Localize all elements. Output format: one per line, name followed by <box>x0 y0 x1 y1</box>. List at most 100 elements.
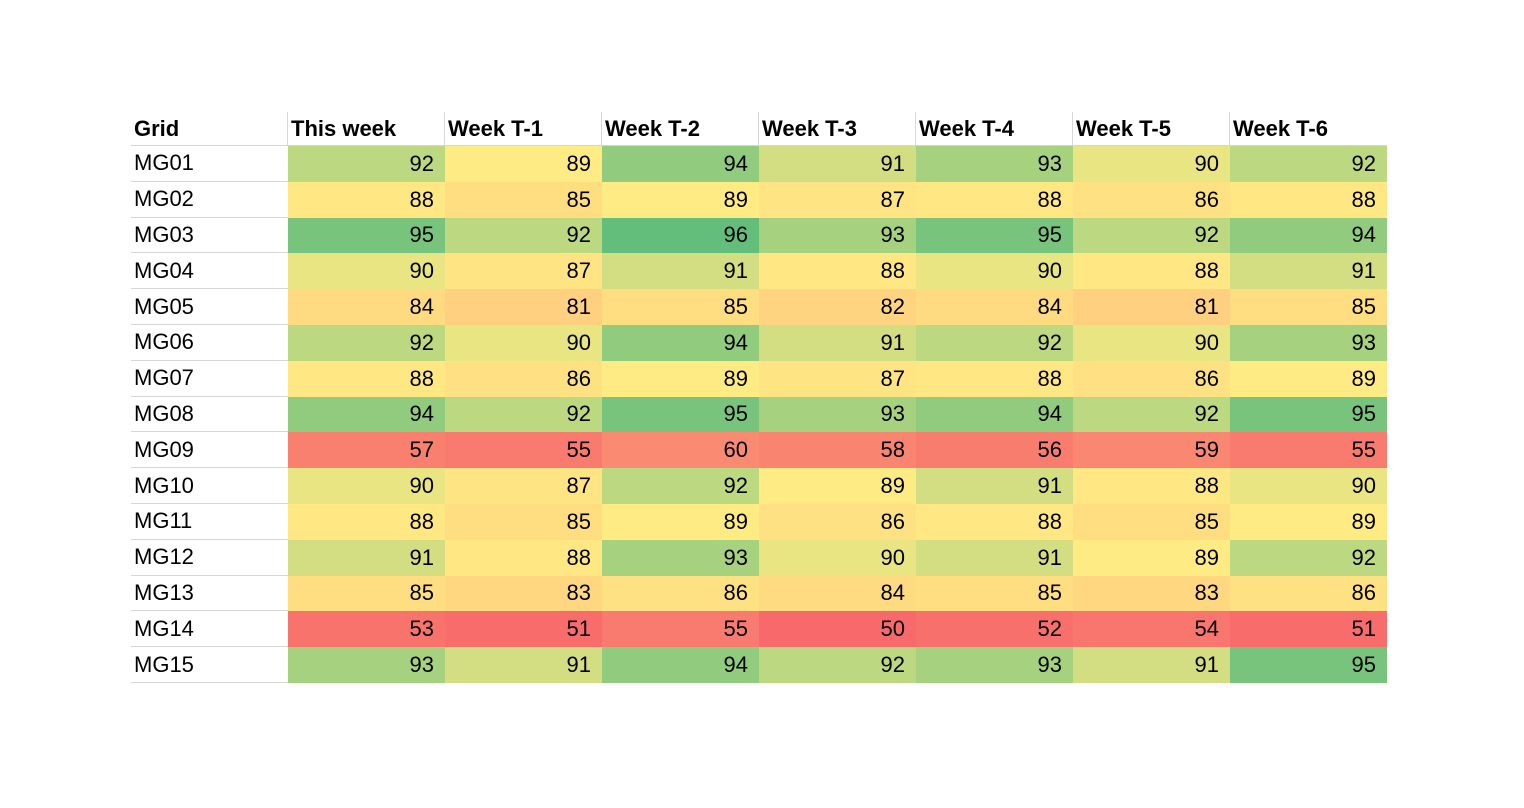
heatmap-cell-mg12-week-t-2[interactable]: 93 <box>602 539 759 576</box>
heatmap-cell-mg12-week-t-6[interactable]: 92 <box>1230 539 1387 576</box>
heatmap-cell-mg12-week-t-5[interactable]: 89 <box>1073 539 1230 576</box>
heatmap-cell-mg04-week-t-2[interactable]: 91 <box>602 253 759 290</box>
heatmap-cell-mg07-week-t-6[interactable]: 89 <box>1230 360 1387 397</box>
heatmap-cell-mg06-week-t-4[interactable]: 92 <box>916 324 1073 361</box>
heatmap-cell-mg01-week-t-2[interactable]: 94 <box>602 146 759 182</box>
column-header-week-t-2[interactable]: Week T-2 <box>602 112 759 146</box>
heatmap-cell-mg09-week-t-5[interactable]: 59 <box>1073 432 1230 469</box>
heatmap-cell-mg06-this-week[interactable]: 92 <box>288 324 445 361</box>
heatmap-cell-mg10-week-t-5[interactable]: 88 <box>1073 468 1230 504</box>
heatmap-cell-mg10-this-week[interactable]: 90 <box>288 468 445 504</box>
heatmap-cell-mg15-week-t-1[interactable]: 91 <box>445 647 602 683</box>
heatmap-cell-mg03-this-week[interactable]: 95 <box>288 217 445 254</box>
heatmap-cell-mg08-week-t-1[interactable]: 92 <box>445 396 602 433</box>
heatmap-cell-mg14-week-t-1[interactable]: 51 <box>445 611 602 648</box>
row-label-mg08[interactable]: MG08 <box>131 396 288 433</box>
heatmap-cell-mg10-week-t-1[interactable]: 87 <box>445 468 602 504</box>
heatmap-cell-mg11-this-week[interactable]: 88 <box>288 503 445 540</box>
heatmap-cell-mg02-week-t-1[interactable]: 85 <box>445 181 602 218</box>
heatmap-cell-mg15-this-week[interactable]: 93 <box>288 647 445 683</box>
row-label-mg12[interactable]: MG12 <box>131 539 288 576</box>
heatmap-cell-mg08-this-week[interactable]: 94 <box>288 396 445 433</box>
heatmap-cell-mg15-week-t-5[interactable]: 91 <box>1073 647 1230 683</box>
column-header-this-week[interactable]: This week <box>288 112 445 146</box>
heatmap-cell-mg07-this-week[interactable]: 88 <box>288 360 445 397</box>
heatmap-cell-mg05-week-t-4[interactable]: 84 <box>916 289 1073 325</box>
heatmap-cell-mg08-week-t-2[interactable]: 95 <box>602 396 759 433</box>
heatmap-cell-mg13-week-t-4[interactable]: 85 <box>916 575 1073 612</box>
row-label-mg07[interactable]: MG07 <box>131 360 288 397</box>
column-header-week-t-3[interactable]: Week T-3 <box>759 112 916 146</box>
heatmap-cell-mg15-week-t-2[interactable]: 94 <box>602 647 759 683</box>
heatmap-cell-mg05-week-t-2[interactable]: 85 <box>602 289 759 325</box>
heatmap-cell-mg02-week-t-6[interactable]: 88 <box>1230 181 1387 218</box>
heatmap-cell-mg01-week-t-3[interactable]: 91 <box>759 146 916 182</box>
heatmap-cell-mg01-week-t-6[interactable]: 92 <box>1230 146 1387 182</box>
heatmap-cell-mg15-week-t-4[interactable]: 93 <box>916 647 1073 683</box>
column-header-week-t-4[interactable]: Week T-4 <box>916 112 1073 146</box>
heatmap-cell-mg04-week-t-3[interactable]: 88 <box>759 253 916 290</box>
heatmap-cell-mg05-week-t-5[interactable]: 81 <box>1073 289 1230 325</box>
heatmap-cell-mg01-week-t-5[interactable]: 90 <box>1073 146 1230 182</box>
heatmap-cell-mg12-this-week[interactable]: 91 <box>288 539 445 576</box>
heatmap-cell-mg10-week-t-3[interactable]: 89 <box>759 468 916 504</box>
heatmap-cell-mg09-week-t-1[interactable]: 55 <box>445 432 602 469</box>
heatmap-cell-mg01-week-t-1[interactable]: 89 <box>445 146 602 182</box>
row-label-mg06[interactable]: MG06 <box>131 324 288 361</box>
heatmap-cell-mg11-week-t-2[interactable]: 89 <box>602 503 759 540</box>
heatmap-cell-mg01-this-week[interactable]: 92 <box>288 146 445 182</box>
heatmap-cell-mg02-week-t-3[interactable]: 87 <box>759 181 916 218</box>
heatmap-cell-mg08-week-t-4[interactable]: 94 <box>916 396 1073 433</box>
row-label-mg15[interactable]: MG15 <box>131 647 288 683</box>
heatmap-cell-mg06-week-t-1[interactable]: 90 <box>445 324 602 361</box>
heatmap-cell-mg03-week-t-4[interactable]: 95 <box>916 217 1073 254</box>
heatmap-cell-mg11-week-t-3[interactable]: 86 <box>759 503 916 540</box>
heatmap-cell-mg12-week-t-3[interactable]: 90 <box>759 539 916 576</box>
heatmap-cell-mg13-week-t-1[interactable]: 83 <box>445 575 602 612</box>
column-header-week-t-1[interactable]: Week T-1 <box>445 112 602 146</box>
row-label-mg14[interactable]: MG14 <box>131 611 288 648</box>
heatmap-cell-mg13-week-t-3[interactable]: 84 <box>759 575 916 612</box>
heatmap-cell-mg08-week-t-5[interactable]: 92 <box>1073 396 1230 433</box>
heatmap-cell-mg13-week-t-5[interactable]: 83 <box>1073 575 1230 612</box>
heatmap-cell-mg02-this-week[interactable]: 88 <box>288 181 445 218</box>
heatmap-cell-mg13-week-t-6[interactable]: 86 <box>1230 575 1387 612</box>
heatmap-cell-mg09-week-t-6[interactable]: 55 <box>1230 432 1387 469</box>
heatmap-cell-mg09-week-t-2[interactable]: 60 <box>602 432 759 469</box>
heatmap-cell-mg07-week-t-3[interactable]: 87 <box>759 360 916 397</box>
column-header-week-t-5[interactable]: Week T-5 <box>1073 112 1230 146</box>
heatmap-cell-mg14-week-t-4[interactable]: 52 <box>916 611 1073 648</box>
heatmap-cell-mg04-week-t-4[interactable]: 90 <box>916 253 1073 290</box>
heatmap-cell-mg14-week-t-5[interactable]: 54 <box>1073 611 1230 648</box>
heatmap-cell-mg05-week-t-6[interactable]: 85 <box>1230 289 1387 325</box>
heatmap-cell-mg04-this-week[interactable]: 90 <box>288 253 445 290</box>
heatmap-cell-mg06-week-t-2[interactable]: 94 <box>602 324 759 361</box>
heatmap-cell-mg06-week-t-5[interactable]: 90 <box>1073 324 1230 361</box>
heatmap-cell-mg12-week-t-1[interactable]: 88 <box>445 539 602 576</box>
heatmap-cell-mg04-week-t-5[interactable]: 88 <box>1073 253 1230 290</box>
heatmap-cell-mg02-week-t-2[interactable]: 89 <box>602 181 759 218</box>
heatmap-cell-mg03-week-t-5[interactable]: 92 <box>1073 217 1230 254</box>
heatmap-cell-mg04-week-t-1[interactable]: 87 <box>445 253 602 290</box>
heatmap-cell-mg14-week-t-2[interactable]: 55 <box>602 611 759 648</box>
heatmap-cell-mg08-week-t-6[interactable]: 95 <box>1230 396 1387 433</box>
heatmap-cell-mg09-this-week[interactable]: 57 <box>288 432 445 469</box>
heatmap-cell-mg05-week-t-1[interactable]: 81 <box>445 289 602 325</box>
heatmap-cell-mg07-week-t-1[interactable]: 86 <box>445 360 602 397</box>
heatmap-cell-mg12-week-t-4[interactable]: 91 <box>916 539 1073 576</box>
row-label-mg02[interactable]: MG02 <box>131 181 288 218</box>
heatmap-cell-mg07-week-t-4[interactable]: 88 <box>916 360 1073 397</box>
heatmap-cell-mg07-week-t-2[interactable]: 89 <box>602 360 759 397</box>
heatmap-cell-mg06-week-t-3[interactable]: 91 <box>759 324 916 361</box>
heatmap-cell-mg08-week-t-3[interactable]: 93 <box>759 396 916 433</box>
heatmap-cell-mg10-week-t-6[interactable]: 90 <box>1230 468 1387 504</box>
heatmap-cell-mg09-week-t-4[interactable]: 56 <box>916 432 1073 469</box>
heatmap-cell-mg13-this-week[interactable]: 85 <box>288 575 445 612</box>
heatmap-cell-mg03-week-t-1[interactable]: 92 <box>445 217 602 254</box>
heatmap-cell-mg06-week-t-6[interactable]: 93 <box>1230 324 1387 361</box>
heatmap-cell-mg03-week-t-3[interactable]: 93 <box>759 217 916 254</box>
heatmap-cell-mg10-week-t-2[interactable]: 92 <box>602 468 759 504</box>
heatmap-cell-mg05-this-week[interactable]: 84 <box>288 289 445 325</box>
row-label-mg04[interactable]: MG04 <box>131 253 288 290</box>
heatmap-cell-mg14-week-t-6[interactable]: 51 <box>1230 611 1387 648</box>
